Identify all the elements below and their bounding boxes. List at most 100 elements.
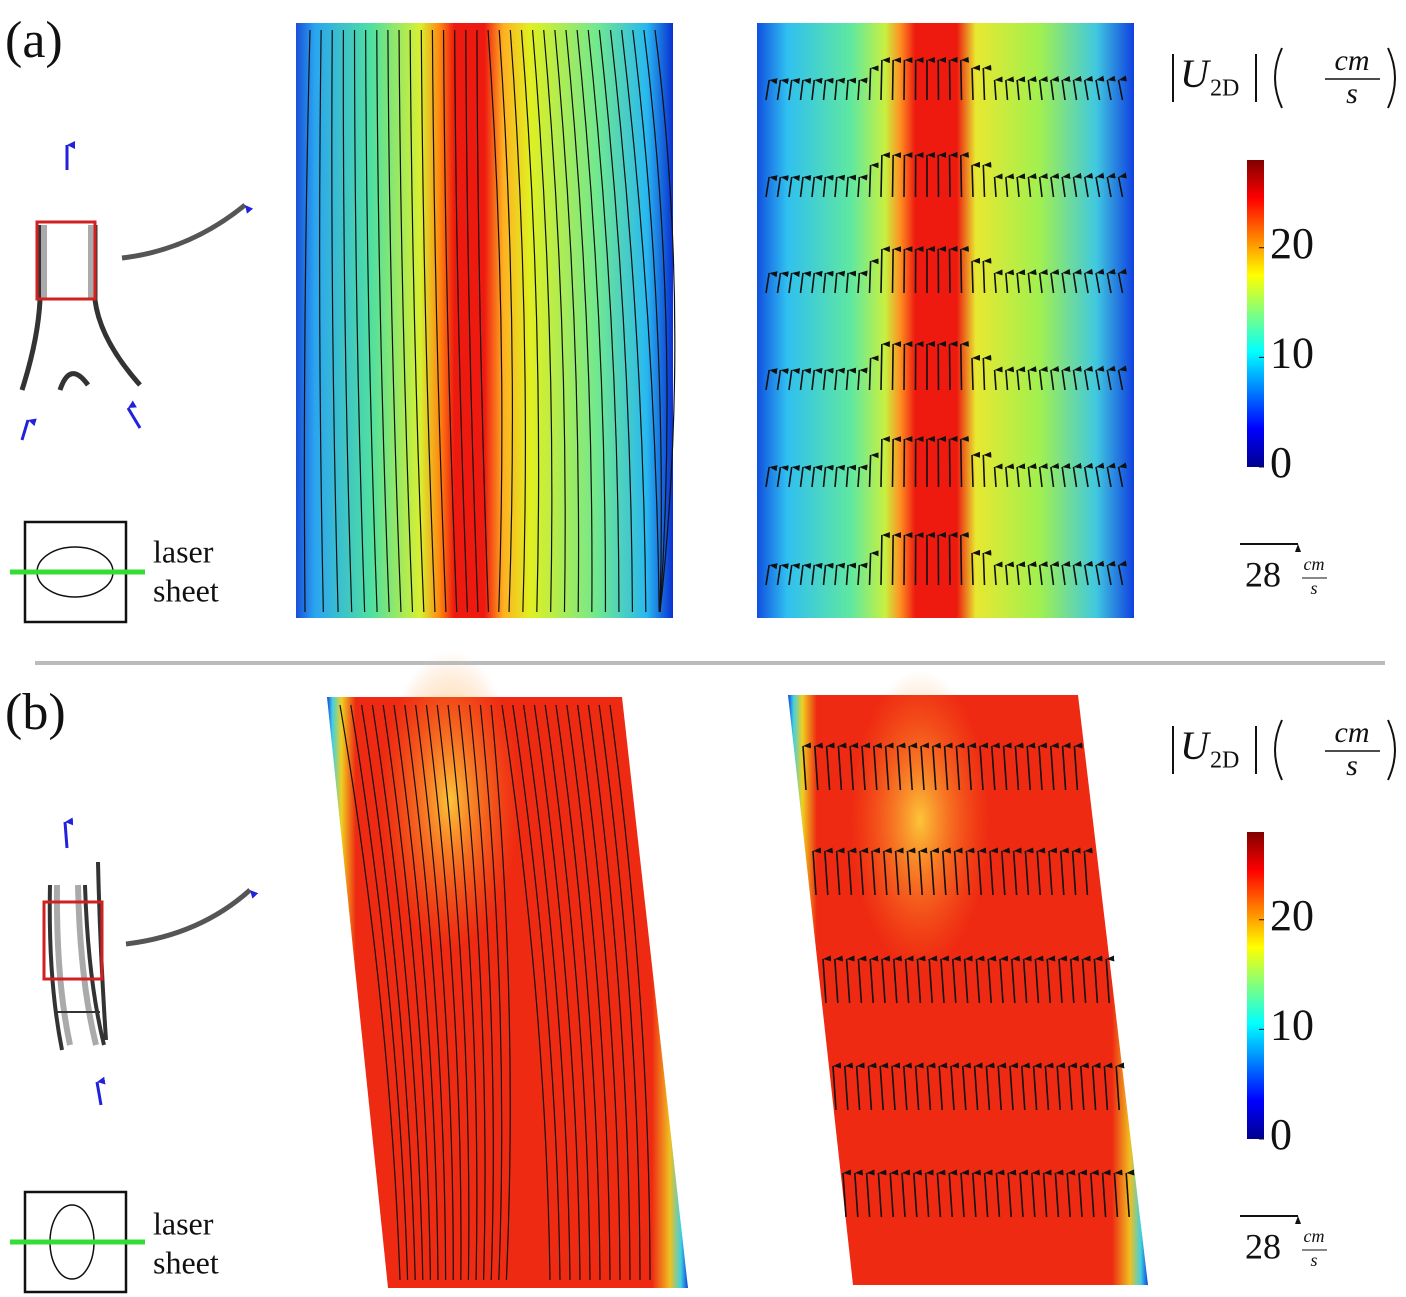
streamline xyxy=(654,29,676,613)
velocity-arrow xyxy=(948,56,958,101)
streamline xyxy=(609,704,651,1281)
velocity-arrow xyxy=(1038,173,1048,198)
streamline xyxy=(387,29,402,613)
streamline xyxy=(442,29,458,613)
velocity-arrow xyxy=(1024,847,1034,896)
velocity-arrow xyxy=(1078,1169,1088,1218)
velocity-arrow xyxy=(1117,75,1127,101)
velocity-arrow xyxy=(962,1062,971,1111)
velocity-arrow xyxy=(1061,560,1071,586)
velocity-arrow xyxy=(889,1169,899,1218)
streamline xyxy=(643,29,668,613)
velocity-arrow xyxy=(960,1169,970,1218)
velocity-arrow xyxy=(993,463,1003,488)
velocity-arrow xyxy=(1005,366,1015,391)
velocity-arrow xyxy=(776,465,789,488)
velocity-arrow xyxy=(1083,365,1094,391)
velocity-arrow xyxy=(993,173,1003,198)
velocity-arrow xyxy=(1095,172,1105,198)
velocity-arrow xyxy=(1032,1062,1042,1111)
velocity-arrow xyxy=(965,847,975,896)
velocity-arrow xyxy=(857,77,868,101)
velocity-arrow xyxy=(940,955,950,1004)
velocity-arrow xyxy=(799,563,812,586)
velocity-arrow xyxy=(765,368,778,391)
streamline xyxy=(469,704,494,1281)
velocity-arrow xyxy=(1106,560,1116,586)
scale-unit-num: cm xyxy=(1304,554,1325,574)
velocity-arrow xyxy=(1106,268,1116,294)
paren xyxy=(1387,719,1396,781)
velocity-arrow xyxy=(959,435,969,488)
velocity-arrow xyxy=(894,847,904,896)
velocity-arrow xyxy=(932,742,941,791)
velocity-arrow xyxy=(776,563,789,586)
velocity-arrow xyxy=(822,270,834,294)
schematic xyxy=(10,141,254,624)
velocity-arrow xyxy=(1019,1169,1029,1218)
velocity-arrow xyxy=(967,742,977,791)
velocity-arrow xyxy=(1072,172,1082,198)
velocity-arrow xyxy=(971,549,981,586)
velocity-arrow xyxy=(868,550,879,586)
streamline xyxy=(465,29,479,613)
velocity-arrow xyxy=(983,1169,993,1218)
streamline xyxy=(447,704,478,1281)
velocity-arrow xyxy=(1090,1169,1099,1218)
velocity-arrow xyxy=(799,368,812,391)
velocity-arrow xyxy=(811,174,823,198)
velocity-arrow xyxy=(1038,76,1048,101)
panel-label: (a) xyxy=(5,12,63,69)
velocity-arrow xyxy=(1014,742,1024,791)
velocity-arrow xyxy=(835,847,845,896)
velocity-arrow xyxy=(868,258,879,294)
velocity-arrow xyxy=(1095,560,1105,586)
velocity-arrow xyxy=(1061,742,1071,791)
velocity-arrow xyxy=(877,1169,887,1218)
velocity-arrow xyxy=(1106,462,1116,488)
velocity-arrow xyxy=(1050,269,1060,294)
velocity-arrow xyxy=(1117,172,1127,198)
velocity-arrow xyxy=(1011,955,1020,1004)
streamline xyxy=(490,704,511,1281)
velocity-arrow xyxy=(982,257,992,294)
velocity-arrow xyxy=(822,174,834,198)
velocity-arrow xyxy=(1016,366,1026,391)
velocity-arrow xyxy=(1083,172,1094,198)
velocity-arrow xyxy=(1038,561,1048,586)
velocity-arrow xyxy=(950,1062,960,1111)
velocity-arrow xyxy=(765,563,778,586)
velocity-arrow xyxy=(825,742,835,791)
velocity-arrow xyxy=(834,955,843,1004)
velocity-arrow xyxy=(884,742,894,791)
velocity-arrow xyxy=(971,64,981,101)
velocity-arrow xyxy=(982,451,992,488)
velocity-arrow xyxy=(880,246,890,294)
cb-subscript: 2D xyxy=(1210,748,1239,774)
velocity-arrow xyxy=(999,955,1009,1004)
velocity-arrow xyxy=(834,367,846,391)
streamline xyxy=(458,704,486,1281)
velocity-arrow xyxy=(834,174,846,198)
velocity-arrow xyxy=(1005,269,1015,294)
velocity-arrow xyxy=(765,465,778,488)
laser-label: laser xyxy=(153,1205,214,1241)
colorbar-tick-label: 20 xyxy=(1270,891,1314,940)
velocity-arrow xyxy=(1050,366,1060,391)
cb-symbol: U xyxy=(1180,723,1212,768)
velocity-arrow xyxy=(880,532,890,586)
paren xyxy=(1274,719,1283,781)
velocity-arrow xyxy=(834,270,846,294)
velocity-arrow xyxy=(788,175,801,198)
velocity-arrow xyxy=(982,354,992,391)
velocity-arrow xyxy=(1072,75,1082,101)
velocity-arrow xyxy=(883,847,892,896)
streamline xyxy=(409,29,425,613)
streamline xyxy=(303,29,311,613)
laser-label: laser xyxy=(153,533,214,569)
colorbar-tick-label: 20 xyxy=(1270,219,1314,268)
velocity-arrow xyxy=(1061,268,1071,294)
velocity-arrow xyxy=(942,847,951,896)
velocity-arrow xyxy=(943,742,953,791)
velocity-arrow xyxy=(1027,269,1037,294)
